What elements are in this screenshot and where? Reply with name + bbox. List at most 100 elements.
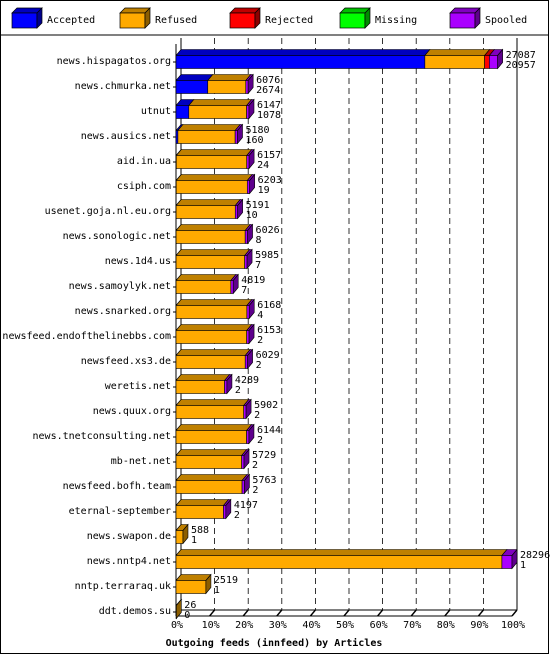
category-label-news-ausics-net: news.ausics.net <box>81 131 171 142</box>
offered-label-news-snarked-org: 6168 <box>257 300 281 311</box>
x-tick-label-20: 20% <box>235 620 253 631</box>
bar-news-chmurka-net-spooled <box>245 80 249 94</box>
bar-newsfeed-bofh-team-refused <box>175 480 243 494</box>
bar-side-news-1d4-us <box>246 248 253 270</box>
category-label-weretis-net: weretis.net <box>105 381 171 392</box>
accepted-label-news-samoylyk-net: 7 <box>241 285 247 296</box>
offered-label-utnut: 6147 <box>257 100 281 111</box>
x-tick-10 <box>209 609 216 617</box>
legend-label-spooled: Spooled <box>485 15 527 26</box>
category-label-news-1d4-us: news.1d4.us <box>105 256 171 267</box>
category-label-nntp-terraraq-uk: nntp.terraraq.uk <box>75 581 171 592</box>
bar-news-1d4-us-refused <box>175 255 245 269</box>
legend-swatch-side-rejected <box>254 7 261 29</box>
category-label-eternal-september: eternal-september <box>69 506 171 517</box>
x-tick-label-50: 50% <box>336 620 354 631</box>
bar-news-nntp4-net-refused <box>175 555 503 569</box>
category-label-usenet-goja-nl-eu-org: usenet.goja.nl.eu.org <box>45 206 171 217</box>
accepted-label-newsfeed-endofthelinebbs-com: 2 <box>257 335 263 346</box>
bar-top-eternal-september-refused <box>175 499 230 506</box>
legend-swatch-missing <box>339 12 366 29</box>
category-label-news-tnetconsulting-net: news.tnetconsulting.net <box>33 431 171 442</box>
bar-side-news-chmurka-net <box>247 73 254 95</box>
bar-top-utnut-refused <box>188 99 253 106</box>
category-label-mb-net-net: mb-net.net <box>111 456 171 467</box>
bar-top-weretis-net-refused <box>175 374 231 381</box>
legend-swatch-side-refused <box>144 7 151 29</box>
bar-news-chmurka-net-accepted <box>175 80 209 94</box>
bar-top-news-tnetconsulting-net-refused <box>175 424 253 431</box>
accepted-label-mb-net-net: 2 <box>252 460 258 471</box>
bar-top-usenet-goja-nl-eu-org-refused <box>175 199 241 206</box>
accepted-label-news-hispagatos-org: 20957 <box>506 60 536 71</box>
bar-usenet-goja-nl-eu-org-refused <box>175 205 236 219</box>
bar-top-csiph-com-refused <box>175 174 253 181</box>
legend-swatch-refused <box>119 12 146 29</box>
bar-side-news-samoylyk-net <box>232 273 239 295</box>
bar-news-hispagatos-org-spooled <box>489 55 498 69</box>
x-tick-40 <box>309 609 316 617</box>
bar-side-news-quux-org <box>245 398 252 420</box>
accepted-label-news-quux-org: 2 <box>254 410 260 421</box>
bar-side-news-snarked-org <box>248 298 255 320</box>
category-label-news-snarked-org: news.snarked.org <box>75 306 171 317</box>
bar-top-news-ausics-net-refused <box>177 124 241 131</box>
x-tick-50 <box>343 609 350 617</box>
accepted-label-newsfeed-bofh-team: 2 <box>252 485 258 496</box>
offered-label-news-nntp4-net: 28296 <box>520 550 550 561</box>
accepted-label-news-nntp4-net: 1 <box>520 560 526 571</box>
x-tick-label-10: 10% <box>202 620 220 631</box>
accepted-label-news-snarked-org: 4 <box>257 310 263 321</box>
bar-side-newsfeed-bofh-team <box>244 473 250 495</box>
bar-top-nntp-terraraq-uk-refused <box>175 574 212 581</box>
bar-news-quux-org-spooled <box>243 405 247 419</box>
bar-top-aid-in-ua-refused <box>175 149 253 156</box>
legend-swatch-side-accepted <box>36 7 43 29</box>
bar-side-newsfeed-endofthelinebbs-com <box>248 323 255 345</box>
category-label-news-nntp4-net: news.nntp4.net <box>87 556 171 567</box>
bar-top-newsfeed-bofh-team-refused <box>175 474 248 481</box>
offered-label-news-1d4-us: 5985 <box>255 250 279 261</box>
bar-weretis-net-refused <box>175 380 225 394</box>
offered-label-news-tnetconsulting-net: 6144 <box>257 425 281 436</box>
bar-mb-net-net-spooled <box>241 455 245 469</box>
accepted-label-news-sonologic-net: 8 <box>256 235 262 246</box>
x-tick-label-40: 40% <box>302 620 320 631</box>
bar-top-news-snarked-org-refused <box>175 299 253 306</box>
bar-news-tnetconsulting-net-refused <box>175 430 247 444</box>
bar-utnut-refused <box>188 105 247 119</box>
bar-top-news-chmurka-net-refused <box>207 74 252 81</box>
bar-csiph-com-spooled <box>246 180 250 194</box>
bar-usenet-goja-nl-eu-org-spooled <box>234 205 238 219</box>
accepted-label-utnut: 1078 <box>257 110 281 121</box>
category-label-news-chmurka-net: news.chmurka.net <box>75 81 171 92</box>
bar-top-news-hispagatos-org-accepted <box>175 49 431 56</box>
bar-newsfeed-endofthelinebbs-com-refused <box>175 330 247 344</box>
bar-nntp-terraraq-uk-refused <box>175 580 207 594</box>
offered-label-nntp-terraraq-uk: 2519 <box>214 575 238 586</box>
accepted-label-news-ausics-net: 160 <box>246 135 264 146</box>
bar-side-usenet-goja-nl-eu-org <box>237 198 243 220</box>
legend-label-missing: Missing <box>375 15 417 26</box>
x-axis-title: Outgoing feeds (innfeed) by Articles <box>166 637 383 649</box>
bar-top-news-1d4-us-refused <box>175 249 251 256</box>
accepted-label-nntp-terraraq-uk: 1 <box>214 585 220 596</box>
bar-news-1d4-us-spooled <box>244 255 248 269</box>
accepted-label-eternal-september: 2 <box>234 510 240 521</box>
bar-side-news-sonologic-net <box>247 223 253 245</box>
bar-news-snarked-org-refused <box>175 305 248 319</box>
offered-label-newsfeed-bofh-team: 5763 <box>252 475 276 486</box>
bar-aid-in-ua-refused <box>175 155 248 169</box>
offered-label-news-sonologic-net: 6026 <box>256 225 280 236</box>
legend-label-refused: Refused <box>155 15 197 26</box>
category-label-newsfeed-endofthelinebbs-com: newsfeed.endofthelinebbs.com <box>2 331 171 342</box>
bar-news-ausics-net-spooled <box>234 130 238 144</box>
offered-label-csiph-com: 6203 <box>258 175 282 186</box>
legend-swatch-accepted <box>11 12 38 29</box>
legend-swatch-side-missing <box>364 7 371 29</box>
bar-news-samoylyk-net-refused <box>175 280 232 294</box>
legend-swatch-side-spooled <box>474 7 481 29</box>
category-label-newsfeed-xs3-de: newsfeed.xs3.de <box>81 356 171 367</box>
x-tick-60 <box>377 609 384 617</box>
